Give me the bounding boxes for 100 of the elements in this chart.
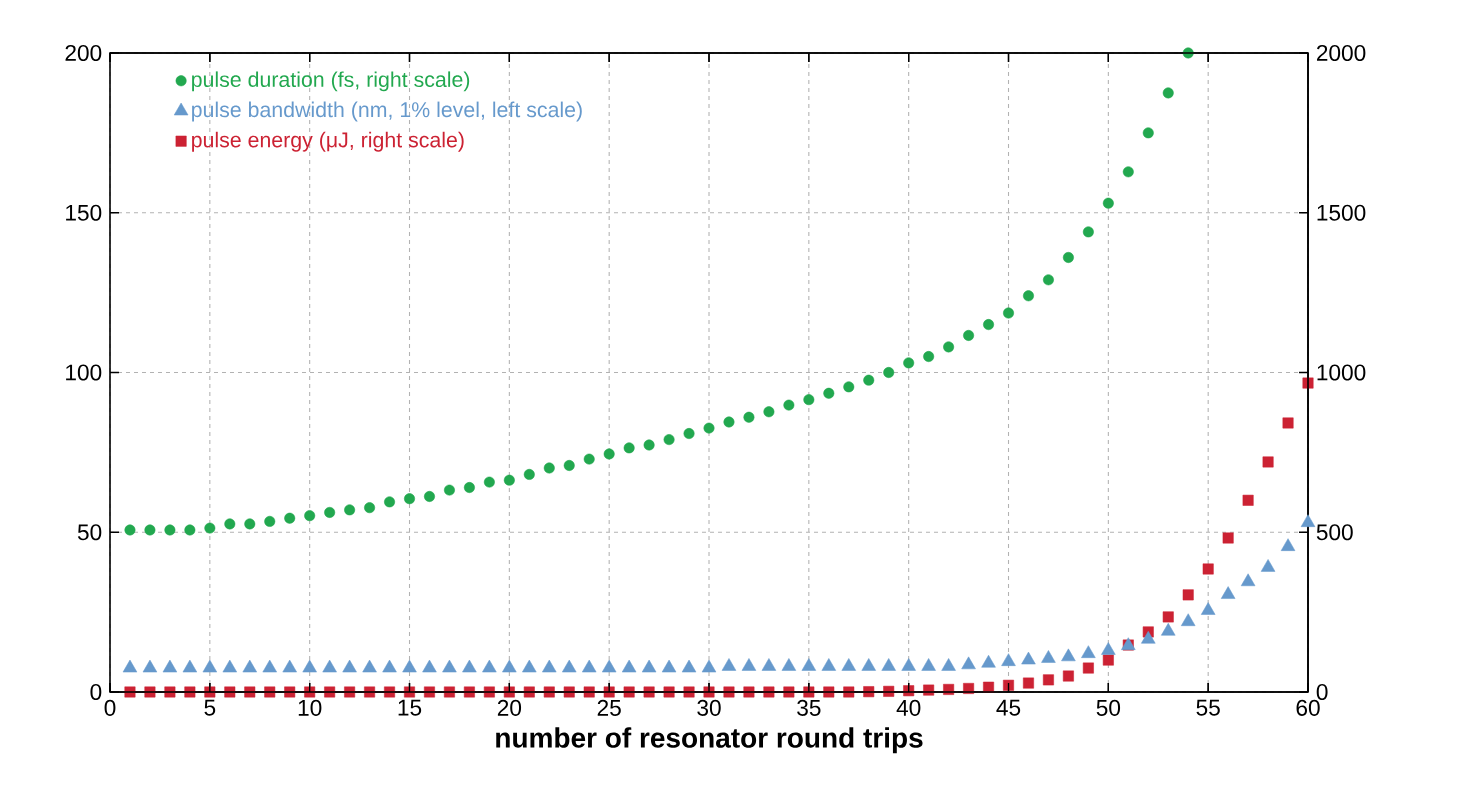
point [763, 686, 775, 698]
point [443, 686, 455, 698]
point [324, 686, 336, 698]
point [1302, 377, 1314, 389]
point [304, 510, 316, 522]
point [224, 518, 236, 530]
point [1280, 538, 1296, 551]
point [983, 319, 995, 331]
point [562, 659, 577, 673]
x-tick-label: 45 [996, 699, 1021, 716]
legend-label: pulse bandwidth (nm, 1% level, left scale) [192, 101, 582, 122]
point [1242, 494, 1254, 506]
point [761, 658, 777, 671]
point [983, 681, 995, 693]
point [182, 659, 198, 673]
point [683, 686, 695, 698]
point [903, 685, 915, 697]
point [1222, 532, 1234, 544]
point [284, 512, 296, 524]
point [1220, 586, 1236, 599]
y-tick-label: 100 [66, 364, 102, 381]
x-tick-label: 40 [896, 699, 921, 716]
x-tick-label: 55 [1196, 699, 1220, 716]
point [1162, 87, 1174, 99]
point [264, 515, 276, 527]
point [503, 686, 515, 698]
point [1061, 648, 1076, 662]
point [244, 518, 256, 530]
point [721, 658, 737, 671]
x-tick-label: 5 [204, 699, 216, 716]
legend-label: pulse energy (μJ, right scale) [192, 131, 464, 152]
point [124, 524, 136, 536]
point [542, 659, 557, 673]
point [803, 394, 815, 406]
x-tick-label: 25 [597, 699, 621, 716]
point [184, 524, 196, 536]
point [881, 658, 896, 671]
point [382, 659, 397, 673]
y-tick-label: 200 [65, 44, 102, 62]
point [883, 685, 895, 697]
point [144, 524, 156, 536]
point [1042, 274, 1054, 286]
point [723, 686, 735, 698]
point [601, 659, 617, 673]
point [1042, 674, 1054, 686]
y2-tick-label: 1000 [1317, 364, 1366, 381]
point [304, 686, 316, 698]
point [122, 659, 138, 673]
x-tick-label: 50 [1096, 699, 1121, 716]
y2-tick-label: 1500 [1317, 204, 1366, 221]
point [483, 686, 495, 698]
point [204, 686, 216, 698]
point [224, 686, 236, 698]
point [823, 387, 835, 399]
x-tick-label: 30 [697, 699, 721, 716]
point [943, 341, 955, 353]
point [1081, 645, 1096, 658]
point [981, 654, 996, 668]
point [923, 684, 935, 696]
point [563, 460, 575, 471]
y-tick-label: 150 [66, 204, 102, 221]
point [901, 658, 916, 671]
point [1200, 602, 1216, 615]
point [344, 686, 356, 698]
point [162, 659, 178, 673]
x-tick-label: 35 [797, 699, 821, 716]
point [184, 686, 196, 698]
point [841, 658, 856, 671]
point [202, 659, 218, 673]
point [1142, 127, 1154, 139]
point [661, 659, 677, 673]
point [1262, 456, 1274, 468]
point [583, 686, 595, 698]
point [641, 659, 657, 673]
point [623, 442, 635, 454]
point [803, 686, 815, 698]
point [883, 367, 895, 378]
point [344, 504, 356, 516]
legend-label: pulse duration (fs, right scale) [192, 71, 470, 92]
x-tick-label: 60 [1296, 699, 1320, 716]
point [1003, 307, 1014, 319]
point [1240, 573, 1256, 587]
point [442, 659, 457, 673]
point [502, 659, 517, 673]
point [603, 686, 615, 698]
point [621, 659, 637, 673]
point [362, 659, 377, 673]
point [861, 658, 876, 671]
point [204, 522, 216, 534]
point [364, 502, 376, 514]
point [164, 524, 176, 536]
point [384, 686, 396, 698]
point [543, 686, 555, 698]
point [603, 448, 615, 460]
point [1102, 197, 1114, 209]
point [1062, 252, 1074, 263]
point [681, 659, 697, 673]
point [302, 659, 317, 673]
x-tick-label: 15 [398, 699, 422, 716]
point [463, 482, 475, 493]
